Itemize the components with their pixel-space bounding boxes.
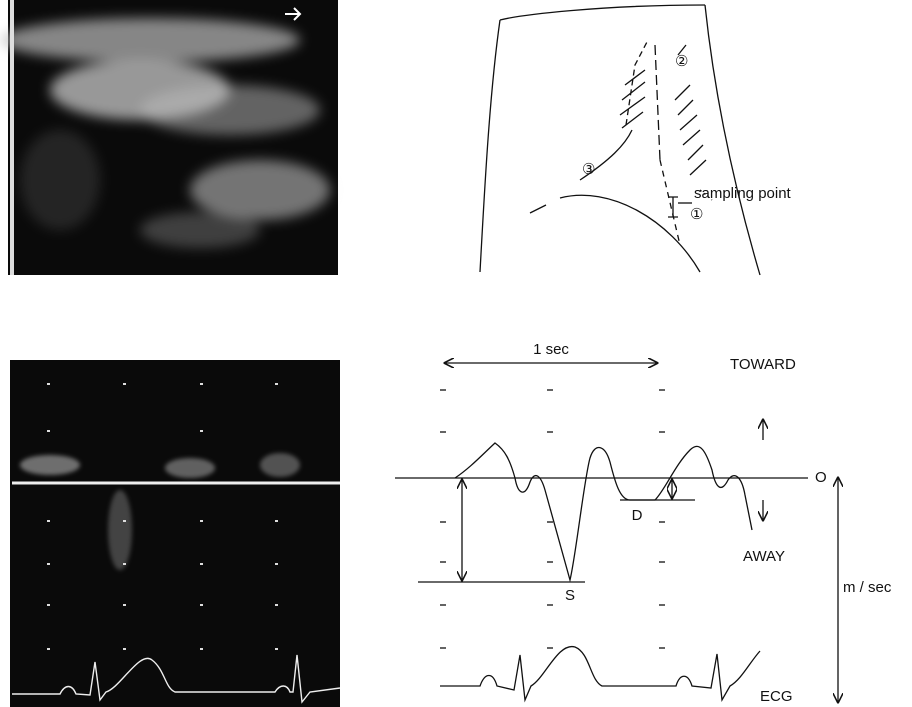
velocity-waveform — [455, 443, 752, 580]
doppler-image — [10, 360, 340, 707]
grid-dot — [200, 563, 203, 565]
grid-dot — [123, 520, 126, 522]
vessel-wall — [705, 5, 760, 275]
figure: sampling point ① ② ③ 1 sec TOWARD AWAY O — [0, 0, 912, 707]
marker: ② — [675, 53, 688, 70]
unit-label: m / sec — [843, 579, 892, 596]
grid-dot — [200, 430, 203, 432]
marker: ③ — [582, 161, 595, 178]
ultrasound-image — [0, 0, 338, 275]
grid-dot — [47, 648, 50, 650]
marker: ① — [690, 206, 703, 223]
grid-dot — [275, 563, 278, 565]
grid-dot — [200, 383, 203, 385]
direction-label: AWAY — [743, 548, 785, 565]
grid-dot — [47, 563, 50, 565]
grid-dot — [123, 604, 126, 606]
vessel-wall — [530, 195, 700, 272]
vessel-wall — [500, 5, 705, 20]
grid-dot — [47, 520, 50, 522]
grid-dot — [123, 563, 126, 565]
diastolic-label: D — [632, 507, 643, 524]
beam-line — [655, 45, 660, 160]
sampling-gate — [668, 197, 678, 217]
anatomy-diagram: sampling point ① ② ③ — [480, 5, 792, 275]
systolic-label: S — [565, 587, 575, 604]
grid-dot — [47, 604, 50, 606]
grid-dot — [200, 604, 203, 606]
grid-dot — [200, 520, 203, 522]
ecg-label: ECG — [760, 688, 793, 705]
grid-dot — [123, 383, 126, 385]
grid-dot — [275, 520, 278, 522]
hatching — [620, 45, 712, 200]
grid-dot — [47, 430, 50, 432]
page: {"anatomy_diagram": {"markers": ["①", "②… — [0, 0, 912, 707]
sampling-label: sampling point — [694, 185, 792, 202]
grid-dot — [275, 383, 278, 385]
doppler-diagram: 1 sec TOWARD AWAY O S D m / sec ECG — [395, 341, 892, 705]
beam-line — [660, 160, 680, 245]
grid-dot — [200, 648, 203, 650]
grid-dot — [123, 648, 126, 650]
grid-dot — [275, 604, 278, 606]
grid-dot — [275, 648, 278, 650]
time-scale-label: 1 sec — [533, 341, 569, 358]
direction-label: TOWARD — [730, 356, 796, 373]
ecg-trace — [440, 647, 760, 700]
grid-dot — [47, 383, 50, 385]
vessel-wall — [480, 20, 500, 272]
zero-label: O — [815, 469, 827, 486]
